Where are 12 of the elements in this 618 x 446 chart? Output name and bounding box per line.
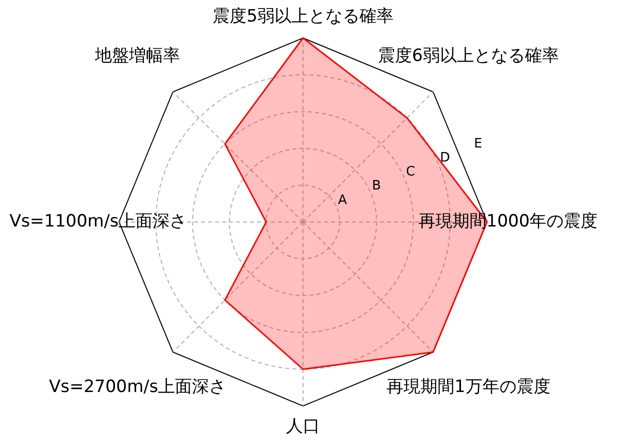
y-tick-label: C — [406, 164, 416, 180]
spoke-label: 震度6弱以上となる確率 — [378, 46, 559, 66]
spoke-label: 人口 — [286, 416, 320, 436]
y-tick-label: E — [474, 136, 482, 152]
y-tick-label: B — [372, 178, 381, 194]
y-tick-label: D — [440, 150, 450, 166]
spoke-label: Vs=2700m/s上面深さ — [48, 376, 226, 397]
spoke-label: 再現期間1万年の震度 — [386, 376, 550, 397]
y-tick-label: A — [338, 192, 347, 208]
spoke-label: 再現期間1000年の震度 — [418, 211, 598, 232]
spoke-label: 地盤増幅率 — [94, 46, 180, 66]
spoke-label: 震度5弱以上となる確率 — [212, 6, 394, 26]
